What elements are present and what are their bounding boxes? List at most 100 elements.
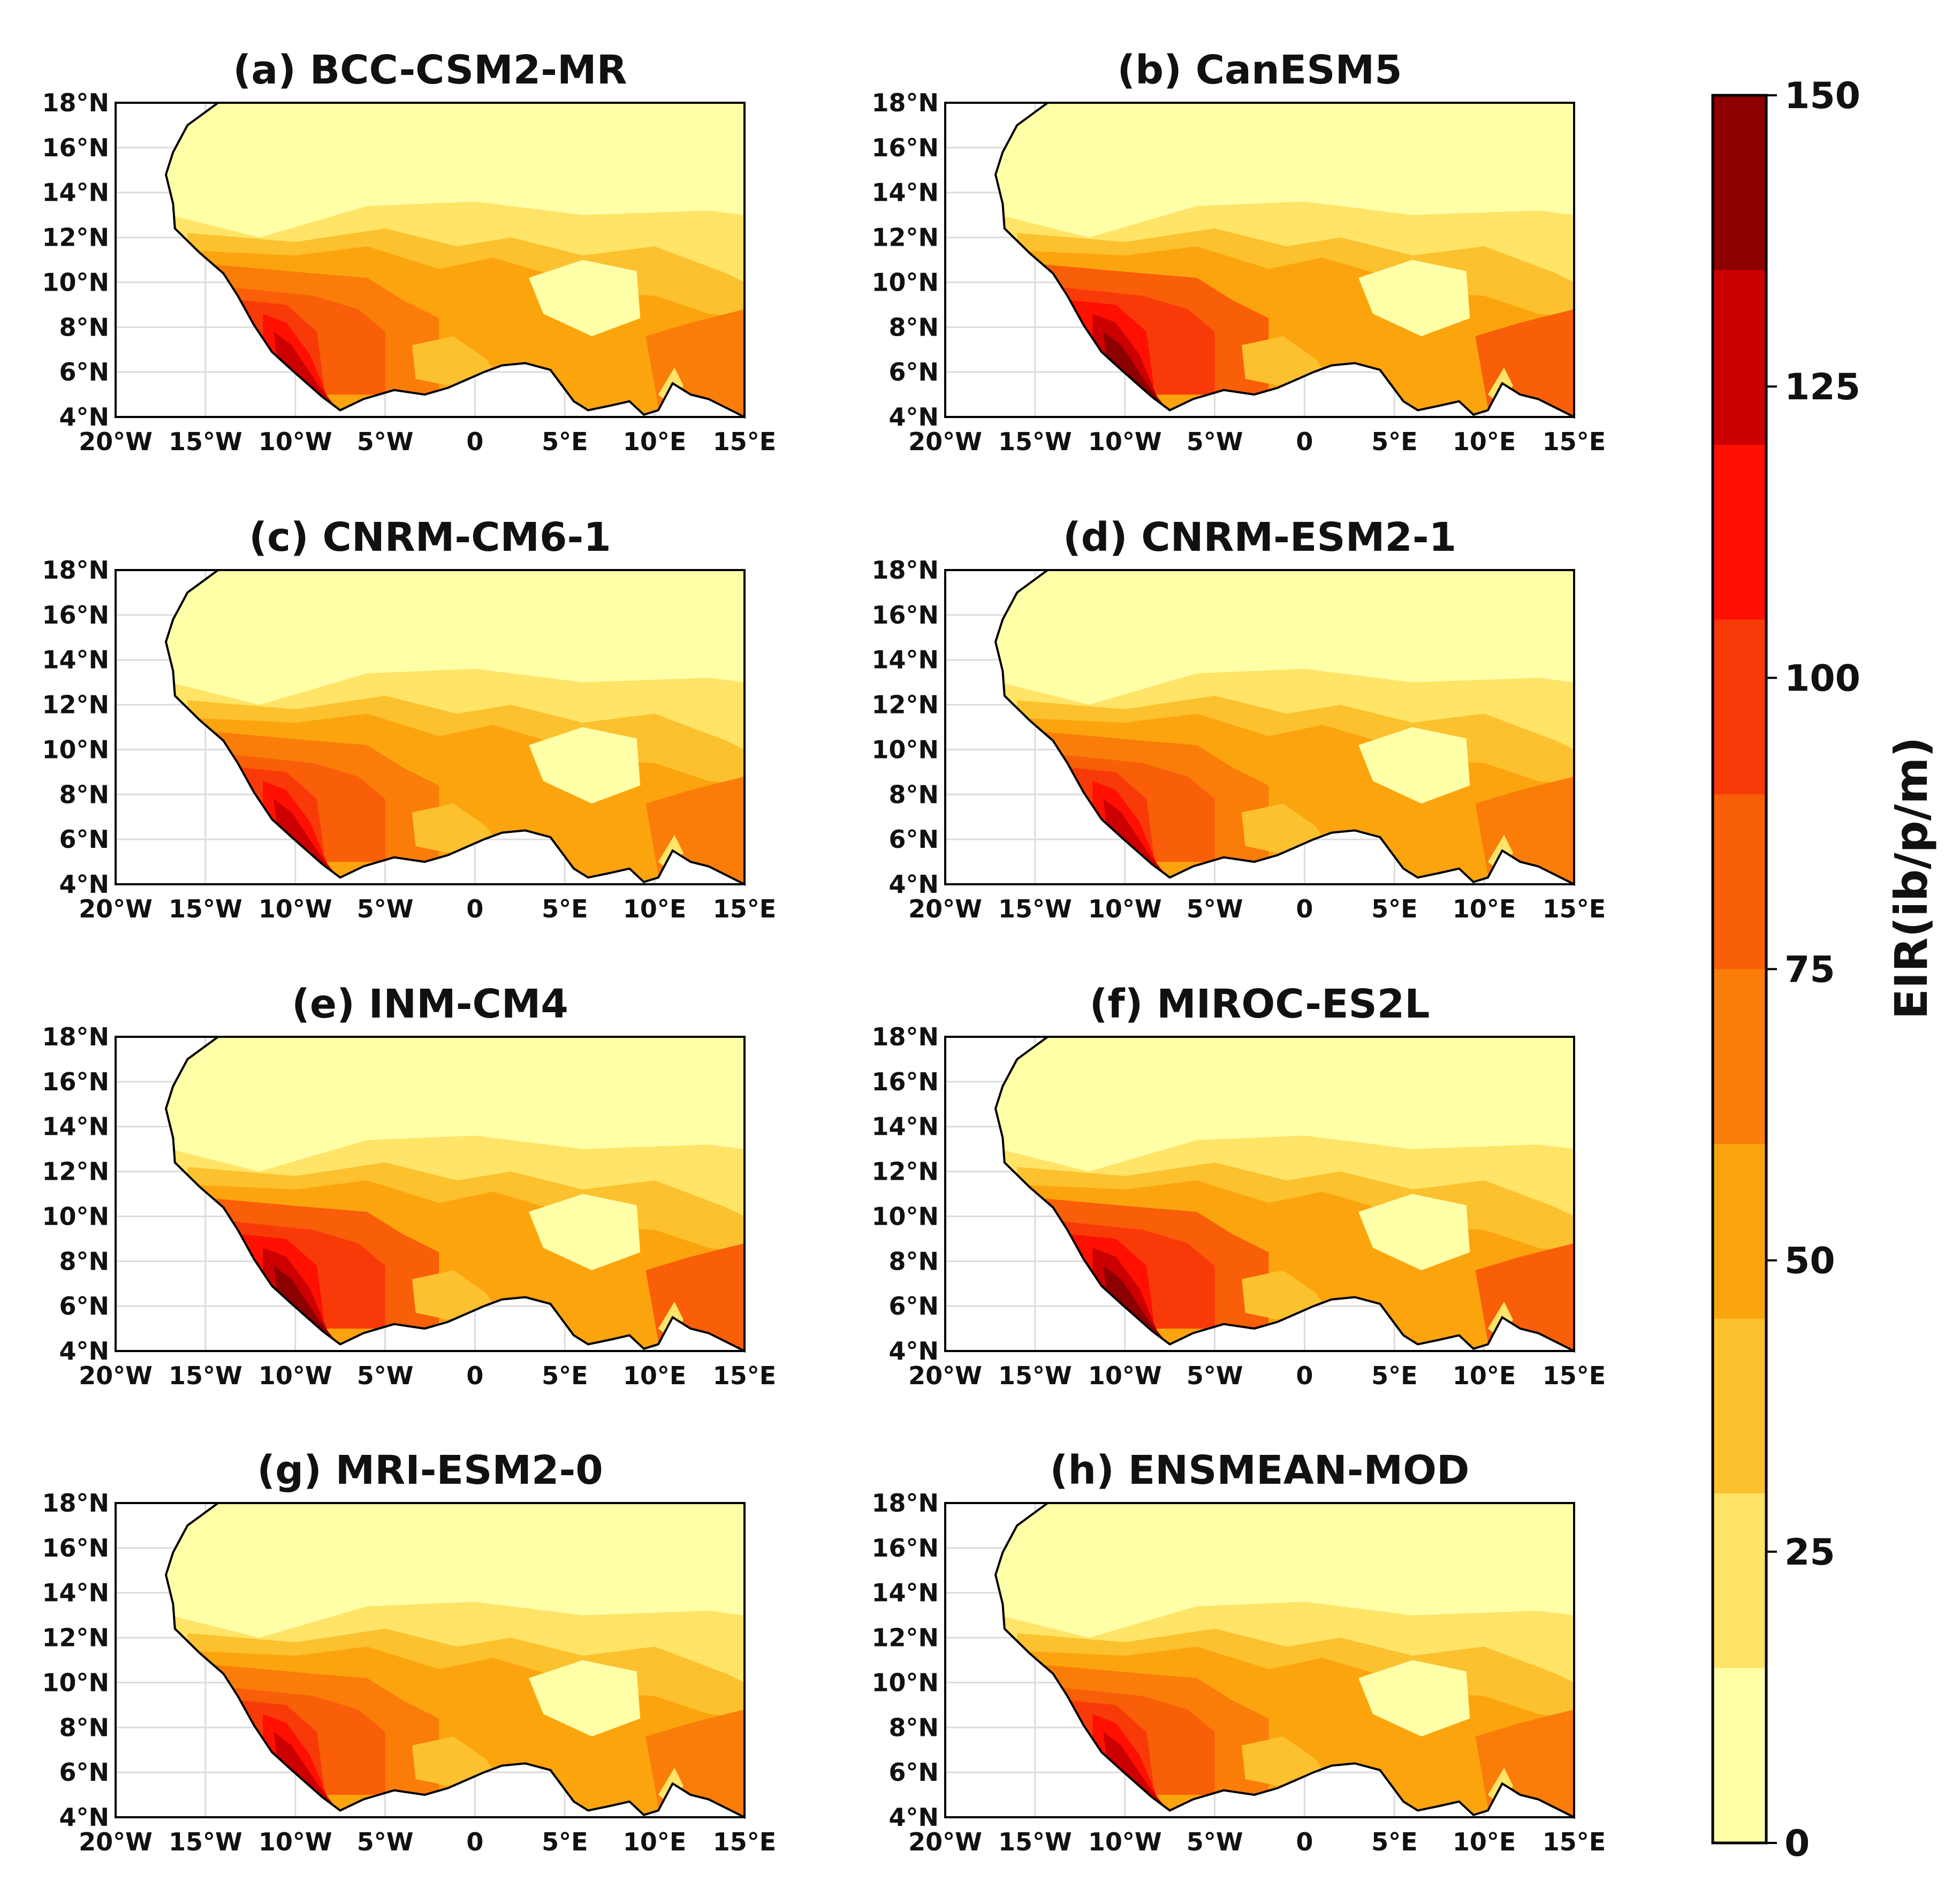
y-tick-label: 18°N bbox=[871, 556, 939, 585]
colorbar-tick-label: 50 bbox=[1784, 1240, 1835, 1283]
contour-region bbox=[1103, 1732, 1165, 1806]
y-tick-label: 6°N bbox=[888, 825, 939, 854]
contour-region bbox=[274, 799, 335, 873]
contour-fill bbox=[166, 570, 745, 884]
x-tick-label: 5°E bbox=[542, 427, 588, 456]
y-tick-label: 6°N bbox=[59, 1758, 109, 1787]
x-tick-label: 10°E bbox=[1453, 427, 1516, 456]
y-tick-label: 16°N bbox=[42, 1067, 109, 1096]
y-tick-label: 12°N bbox=[42, 223, 109, 252]
y-tick-label: 14°N bbox=[42, 646, 109, 674]
panel-title: (b) CanESM5 bbox=[1117, 47, 1402, 93]
x-tick-label: 15°E bbox=[1543, 894, 1606, 923]
y-tick-label: 16°N bbox=[42, 601, 109, 629]
axes-frame bbox=[115, 1502, 746, 1818]
x-tick-label: 10°W bbox=[1088, 1361, 1162, 1390]
contour-region bbox=[1103, 1265, 1165, 1340]
colorbar-segment bbox=[1713, 1493, 1766, 1668]
y-tick-label: 6°N bbox=[59, 825, 109, 854]
map-panel-d: (d) CNRM-ESM2-1 20°W 15°W 10°W 5°W 0 5°E 10°E 15… bbox=[871, 514, 1606, 923]
x-tick-label: 15°E bbox=[1543, 1361, 1606, 1390]
x-tick-label: 5°W bbox=[357, 894, 414, 923]
y-tick-label: 18°N bbox=[42, 88, 109, 117]
y-tick-label: 16°N bbox=[42, 133, 109, 162]
coastline bbox=[164, 569, 746, 886]
coastline bbox=[164, 1036, 746, 1353]
contour-region bbox=[529, 727, 641, 804]
x-tick-label: 10°W bbox=[259, 427, 332, 456]
axes-frame bbox=[115, 1036, 746, 1352]
x-tick-label: 0 bbox=[466, 427, 483, 456]
x-tick-label: 15°W bbox=[998, 427, 1072, 456]
y-tick-label: 14°N bbox=[42, 1579, 109, 1607]
y-tick-label: 12°N bbox=[871, 223, 939, 252]
x-tick-label: 15°E bbox=[713, 1827, 776, 1856]
contour-region bbox=[1103, 799, 1165, 873]
contour-region bbox=[274, 1265, 335, 1340]
map-panel-h: (h) ENSMEAN-MOD 20°W 15°W 10°W 5°W 0 5°E 10°E 15… bbox=[871, 1447, 1606, 1856]
x-tick-label: 5°W bbox=[1187, 1827, 1243, 1856]
colorbar: 0 25 50 75 100 125 150 EIR(ib/p/m) bbox=[1711, 75, 1938, 1865]
map-panel-g: (g) MRI-ESM2-0 20°W 15°W 10°W 5°W 0 5°E 10°E 15°… bbox=[42, 1447, 776, 1856]
x-tick-label: 15°W bbox=[169, 1827, 242, 1856]
panel-title: (c) CNRM-CM6-1 bbox=[249, 514, 611, 560]
y-tick-label: 10°N bbox=[42, 268, 109, 297]
panel-title: (a) BCC-CSM2-MR bbox=[233, 47, 627, 93]
colorbar-tick-label: 25 bbox=[1784, 1531, 1835, 1574]
x-tick-label: 0 bbox=[1296, 1827, 1313, 1856]
y-tick-label: 8°N bbox=[888, 313, 939, 342]
x-tick-label: 0 bbox=[466, 894, 483, 923]
axes-frame bbox=[115, 102, 746, 418]
x-tick-label: 20°W bbox=[79, 1827, 153, 1856]
y-tick-label: 8°N bbox=[59, 313, 109, 342]
y-tick-label: 14°N bbox=[42, 178, 109, 207]
x-tick-label: 10°W bbox=[1088, 894, 1162, 923]
contour-fill bbox=[996, 1503, 1574, 1817]
contour-region bbox=[1358, 1194, 1470, 1271]
y-tick-label: 8°N bbox=[888, 1247, 939, 1276]
contour-region bbox=[1241, 803, 1326, 853]
x-tick-label: 15°W bbox=[998, 894, 1072, 923]
x-tick-label: 5°E bbox=[1371, 894, 1417, 923]
axes-frame bbox=[944, 569, 1575, 885]
y-tick-label: 14°N bbox=[871, 646, 939, 674]
x-tick-label: 20°W bbox=[79, 1361, 153, 1390]
y-tick-label: 4°N bbox=[59, 403, 109, 431]
x-tick-label: 5°W bbox=[357, 1361, 414, 1390]
y-tick-label: 14°N bbox=[871, 1112, 939, 1141]
contour-region bbox=[1241, 1270, 1326, 1320]
y-tick-label: 14°N bbox=[42, 1112, 109, 1141]
y-tick-label: 18°N bbox=[871, 1022, 939, 1051]
x-tick-label: 10°E bbox=[623, 894, 686, 923]
colorbar-segment bbox=[1713, 619, 1766, 794]
colorbar-segment bbox=[1713, 445, 1766, 620]
y-tick-label: 12°N bbox=[42, 1623, 109, 1652]
x-tick-label: 15°E bbox=[713, 894, 776, 923]
x-tick-label: 5°E bbox=[542, 1361, 588, 1390]
colorbar-tick-label: 125 bbox=[1784, 366, 1860, 408]
x-tick-label: 10°E bbox=[1453, 1361, 1516, 1390]
x-tick-label: 10°W bbox=[259, 894, 332, 923]
x-tick-label: 15°W bbox=[998, 1361, 1072, 1390]
colorbar-label: EIR(ib/p/m) bbox=[1885, 737, 1938, 1019]
panel-title: (d) CNRM-ESM2-1 bbox=[1063, 514, 1456, 560]
y-tick-label: 8°N bbox=[59, 1247, 109, 1276]
x-tick-label: 15°E bbox=[713, 1361, 776, 1390]
axes-frame bbox=[944, 1502, 1575, 1818]
colorbar-tick-label: 0 bbox=[1784, 1823, 1810, 1865]
y-tick-label: 14°N bbox=[871, 1579, 939, 1607]
x-tick-label: 5°E bbox=[542, 894, 588, 923]
coastline bbox=[994, 569, 1575, 886]
contour-region bbox=[412, 1736, 497, 1786]
contour-fill bbox=[996, 1037, 1574, 1351]
axes-frame bbox=[944, 1036, 1575, 1352]
y-tick-label: 18°N bbox=[871, 1489, 939, 1517]
map-panel-b: (b) CanESM5 20°W 15°W 10°W 5°W 0 5°E 10°E 15°E 4°… bbox=[871, 47, 1606, 456]
y-tick-label: 18°N bbox=[42, 1022, 109, 1051]
x-tick-label: 0 bbox=[1296, 1361, 1313, 1390]
y-tick-label: 4°N bbox=[59, 870, 109, 899]
map-panel-f: (f) MIROC-ES2L 20°W 15°W 10°W 5°W 0 5°E 10°E 15°… bbox=[871, 981, 1606, 1390]
coastline bbox=[994, 1036, 1575, 1353]
y-tick-label: 8°N bbox=[888, 1713, 939, 1742]
contour-fill bbox=[996, 103, 1574, 417]
